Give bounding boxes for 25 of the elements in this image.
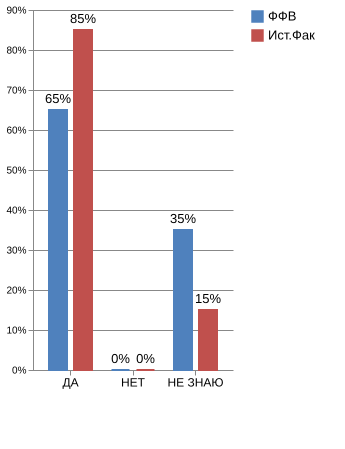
bar: [198, 309, 218, 371]
data-label: 85%: [70, 11, 96, 26]
x-tick-label: НЕ ЗНАЮ: [167, 376, 224, 390]
bar: [173, 229, 193, 371]
y-tick-label: 80%: [6, 46, 27, 56]
data-label: 65%: [44, 91, 72, 106]
x-tick-label: ДА: [62, 376, 79, 390]
y-tick-label: 60%: [6, 126, 27, 136]
y-tick-label: 90%: [6, 6, 27, 16]
y-tick-label: 70%: [6, 86, 27, 96]
data-label: 15%: [194, 291, 222, 306]
data-label: 0%: [111, 351, 130, 366]
y-tick-label: 30%: [6, 246, 27, 256]
data-label: 35%: [170, 211, 196, 226]
x-tick-label: НЕТ: [121, 376, 146, 390]
data-label: 0%: [136, 351, 156, 366]
y-tick-label: 0%: [12, 366, 27, 376]
legend-label: ФФВ: [268, 8, 296, 24]
y-tick-label: 20%: [6, 286, 27, 296]
bar: [73, 29, 93, 371]
y-tick-label: 40%: [6, 206, 27, 216]
legend-label: Ист.Фак: [268, 28, 316, 42]
y-tick-label: 50%: [6, 166, 27, 176]
y-tick-label: 10%: [6, 326, 27, 336]
bar: [48, 109, 68, 371]
